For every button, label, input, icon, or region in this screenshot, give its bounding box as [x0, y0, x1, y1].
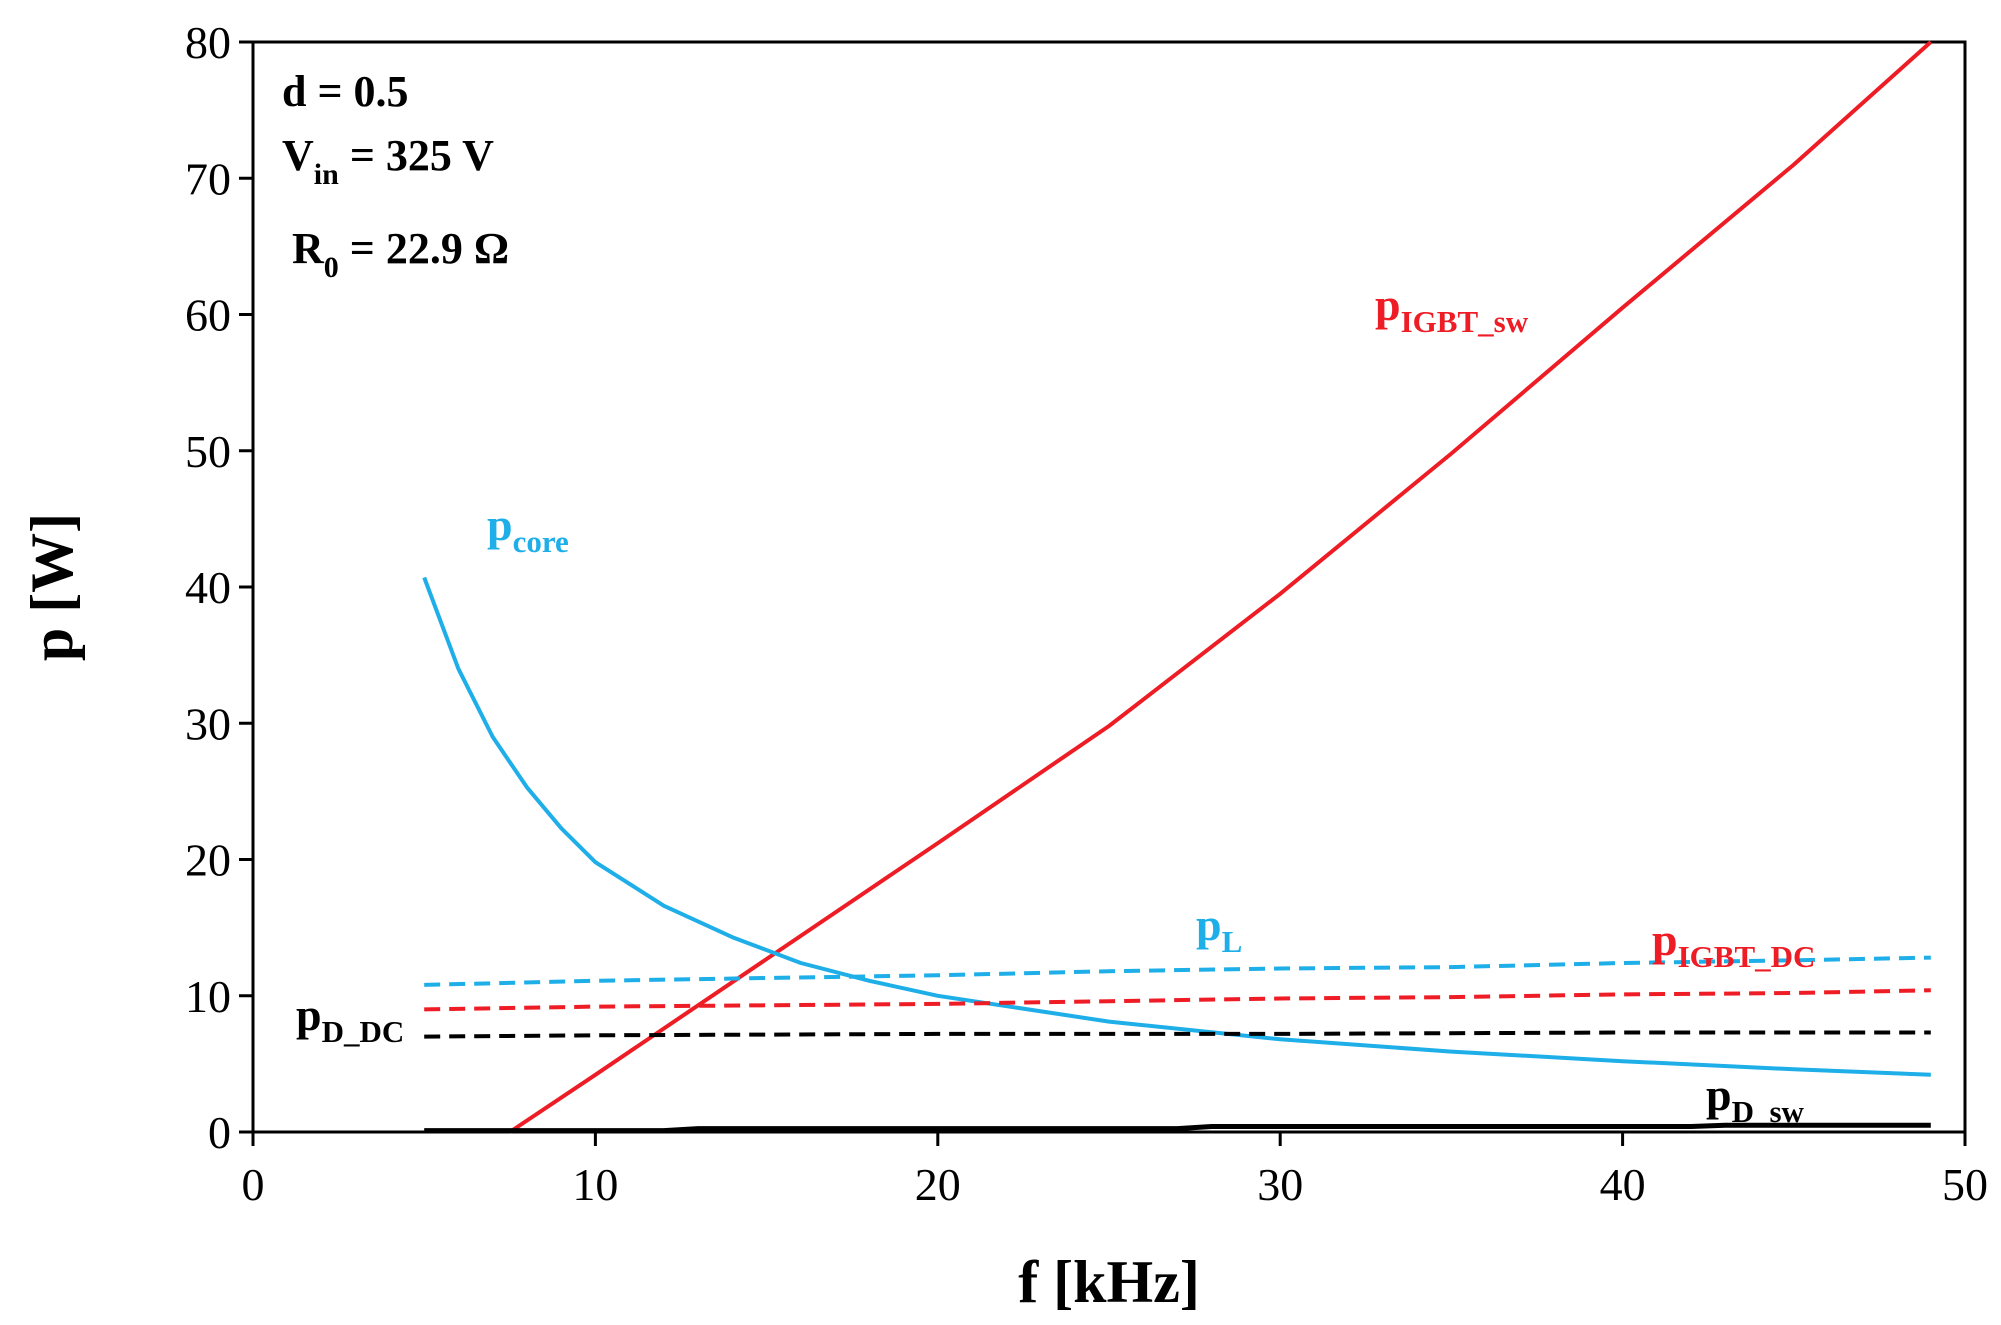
series-line-pd-sw — [424, 1122, 1931, 1134]
y-tick-label: 10 — [185, 971, 231, 1022]
series-line-pl — [424, 955, 1931, 987]
label-pigbt-dc: pIGBT_DC — [1652, 914, 1815, 974]
x-tick-label: 20 — [915, 1159, 961, 1210]
y-tick-label: 20 — [185, 835, 231, 886]
y-tick-label: 60 — [185, 290, 231, 341]
x-tick-label: 40 — [1600, 1159, 1646, 1210]
ticks-layer: 0 10 20 30 40 50 60 70 80 0 10 20 30 40 50 — [185, 17, 1988, 1210]
series-line-pd-dc — [424, 1030, 1931, 1039]
y-tick-label: 80 — [185, 17, 231, 68]
label-pl: pL — [1196, 899, 1242, 959]
label-pigbt-dc-sub: IGBT_DC — [1678, 939, 1816, 974]
label-pcore-sub: core — [513, 524, 569, 559]
label-pd-sw: pD_sw — [1706, 1069, 1805, 1129]
series-layer — [422, 40, 1933, 1134]
label-pigbt-sw: pIGBT_sw — [1375, 279, 1529, 339]
y-tick-label: 50 — [185, 426, 231, 477]
label-pd-sw-main: p — [1706, 1069, 1732, 1120]
annotation-load-resistance: R0 = 22.9 Ω — [292, 224, 509, 284]
label-pd-dc-sub: D_DC — [322, 1014, 405, 1049]
annotation-duty-cycle: d = 0.5 — [282, 67, 409, 116]
annotation-input-voltage: Vin = 325 V — [282, 131, 494, 191]
label-pigbt-sw-sub: IGBT_sw — [1401, 304, 1529, 339]
y-tick-label: 0 — [208, 1107, 231, 1158]
label-pd-dc: pD_DC — [296, 989, 404, 1049]
label-pl-sub: L — [1222, 924, 1243, 959]
annotation-r0-sub: 0 — [324, 251, 339, 284]
annotation-vin-main: V — [282, 131, 314, 180]
label-pcore-main: p — [487, 499, 513, 550]
label-pigbt-sw-main: p — [1375, 279, 1401, 330]
annotation-vin-sub: in — [314, 158, 339, 191]
annotation-vin-rest: = 325 V — [339, 131, 494, 180]
x-tick-label: 30 — [1257, 1159, 1303, 1210]
y-tick-label: 40 — [185, 562, 231, 613]
annotation-r0-main: R — [292, 224, 325, 273]
x-tick-label: 10 — [572, 1159, 618, 1210]
annotation-r0-rest: = 22.9 Ω — [339, 224, 509, 273]
series-line-pigbt-sw — [508, 40, 1933, 1134]
x-axis-title: f [kHz] — [1018, 1249, 1200, 1315]
label-pl-main: p — [1196, 899, 1222, 950]
label-pcore: pcore — [487, 499, 569, 559]
series-line-pcore — [422, 576, 1931, 1077]
label-pd-sw-sub: D_sw — [1732, 1094, 1805, 1129]
y-tick-label: 70 — [185, 153, 231, 204]
series-line-pigbt-dc — [424, 988, 1931, 1012]
label-pd-dc-main: p — [296, 989, 322, 1040]
y-axis-title: p [W] — [19, 513, 85, 661]
x-tick-label: 0 — [242, 1159, 265, 1210]
y-tick-label: 30 — [185, 698, 231, 749]
label-pigbt-dc-main: p — [1652, 914, 1678, 965]
x-tick-label: 50 — [1942, 1159, 1988, 1210]
